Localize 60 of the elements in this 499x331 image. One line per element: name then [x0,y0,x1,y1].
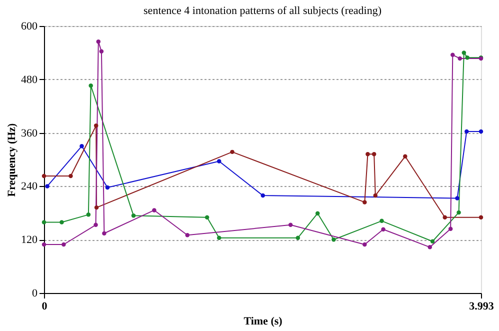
point [42,220,46,224]
point [88,84,93,88]
point [131,213,136,218]
y-tick-label: 360 [21,127,38,140]
x-tick-label: 3.993 [469,300,494,312]
point [362,242,367,247]
point [230,150,234,154]
point [68,174,73,178]
point [315,211,320,216]
point [403,154,408,158]
point [362,200,367,204]
point [80,144,84,148]
point [450,52,455,58]
point [216,159,222,164]
point [45,184,50,188]
point [86,212,91,217]
point [42,242,46,247]
point [478,215,484,220]
point [216,236,222,240]
point [185,233,190,238]
point [288,222,293,228]
point [105,185,110,190]
y-tick-label: 600 [21,20,38,32]
point [332,237,336,242]
point [430,239,435,244]
y-tick-label: 0 [32,288,38,300]
y-tick-label: 480 [21,74,38,86]
point [94,205,99,210]
point [94,124,98,128]
point [478,129,484,134]
point [448,226,453,232]
point [42,174,46,178]
point [462,50,466,55]
point [380,218,384,224]
y-axis-title: Frequency (Hz) [6,122,18,197]
point [373,193,378,198]
point [458,56,462,61]
y-tick-label: 120 [21,234,38,246]
chart-title: sentence 4 intonation patterns of all subjects (reading) [144,5,382,17]
point [372,152,376,156]
point [465,55,470,60]
point [99,49,104,54]
point [464,129,469,134]
point [60,220,64,224]
point [456,210,461,215]
point [204,215,210,220]
x-axis-title: Time (s) [244,316,283,328]
point [102,231,106,236]
point [96,39,101,44]
point [260,193,266,198]
point [428,245,432,250]
point [381,227,386,232]
point [366,152,370,156]
point [442,215,448,220]
point [152,208,156,212]
point [94,222,98,228]
point [62,242,66,247]
point [296,236,300,240]
y-tick-label: 240 [21,180,38,193]
point [455,196,460,200]
